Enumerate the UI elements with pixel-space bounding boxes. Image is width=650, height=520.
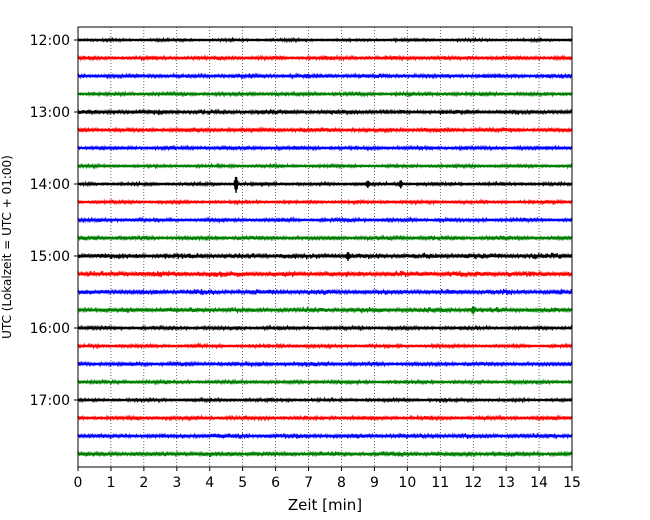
x-tick-label-4: 4	[205, 475, 214, 491]
x-tick-label-15: 15	[563, 475, 581, 491]
x-tick-label-12: 12	[464, 475, 482, 491]
y-tick-label-1700: 17:00	[30, 393, 70, 409]
y-axis-ticks: 12:00 13:00 14:00 15:00 16:00 17:00	[30, 33, 78, 409]
x-tick-label-9: 9	[370, 475, 379, 491]
trace-event-1500-0	[345, 252, 351, 261]
y-tick-label-1600: 16:00	[30, 321, 70, 337]
x-tick-label-1: 1	[106, 475, 115, 491]
trace-event-1400-1	[365, 180, 371, 189]
x-axis-label: Zeit [min]	[288, 496, 362, 514]
plot-frame	[77, 26, 573, 468]
trace-event-1400-0	[233, 176, 239, 193]
vertical-grid	[110, 27, 540, 467]
x-tick-label-14: 14	[530, 475, 548, 491]
y-axis-label: UTC (Lokalzeit = UTC + 01:00)	[0, 155, 14, 339]
y-tick-label-1500: 15:00	[30, 249, 70, 265]
trace-event-1545-0	[470, 306, 476, 315]
x-tick-label-11: 11	[431, 475, 449, 491]
x-tick-label-5: 5	[238, 475, 247, 491]
y-tick-label-1200: 12:00	[30, 33, 70, 49]
x-tick-label-8: 8	[337, 475, 346, 491]
x-tick-label-10: 10	[398, 475, 416, 491]
x-tick-label-2: 2	[139, 475, 148, 491]
x-tick-label-13: 13	[497, 475, 515, 491]
x-tick-label-0: 0	[74, 475, 83, 491]
x-tick-label-6: 6	[271, 475, 280, 491]
y-tick-label-1400: 14:00	[30, 177, 70, 193]
trace-group	[77, 36, 573, 458]
trace-event-1400-2	[398, 180, 404, 189]
y-tick-label-1300: 13:00	[30, 105, 70, 121]
x-tick-label-3: 3	[172, 475, 181, 491]
x-tick-label-7: 7	[304, 475, 313, 491]
x-axis-ticks: 0 1 2 3 4 5 6 7 8 9 10 11 12 13 14 15	[74, 467, 581, 491]
